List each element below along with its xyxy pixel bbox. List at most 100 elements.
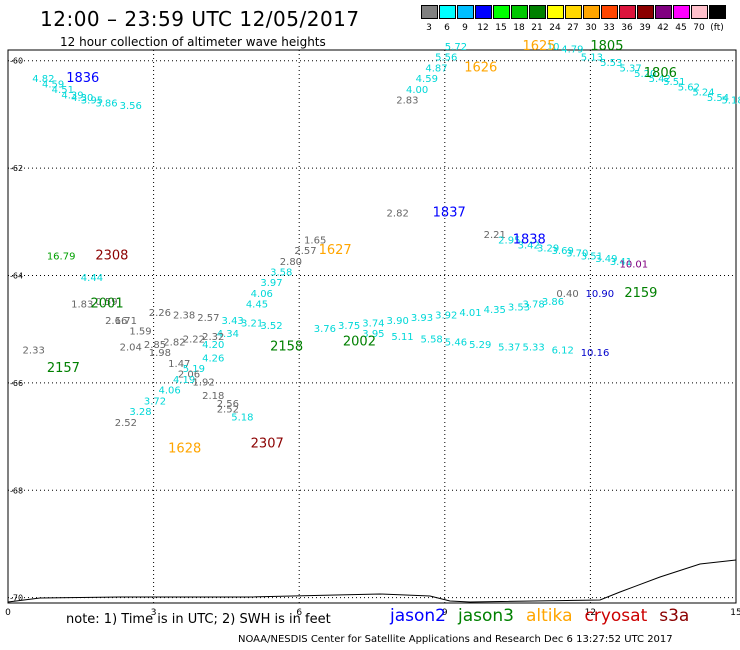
wave-height-value: 3.42 [518,241,540,252]
wave-height-value: 3.74 [362,319,384,330]
wave-height-value: 2.57 [294,246,316,257]
wave-height-value: 5.18 [231,412,253,423]
wave-height-value: 3.58 [270,267,292,278]
wave-height-value: 4.00 [406,85,428,96]
legend-label: 15 [495,23,507,33]
wave-height-value: 5.29 [469,340,491,351]
wave-height-value: 4.06 [251,289,273,300]
y-tick-label: -68 [10,486,23,495]
wave-height-value: 2.18 [202,391,224,402]
x-tick-label: 3 [151,608,157,618]
legend-label: (ft) [710,23,724,33]
wave-height-value: 5.54 [707,93,729,104]
wave-height-value: 4.06 [158,386,180,397]
legend-swatch [475,5,492,19]
wave-height-value: 2.95 [498,235,520,246]
wave-height-value: 2.21 [484,230,506,241]
wave-height-value: 2.32 [202,332,224,343]
x-tick-label: 0 [5,608,11,618]
wave-height-value: 5.18 [721,96,740,107]
x-tick-label: 15 [730,608,740,618]
satellite-key: jason2 jason3 altika cryosat s3a [390,606,701,626]
wave-height-value: 2.85 [144,340,166,351]
wave-height-value: 4.34 [217,329,239,340]
wave-height-value: 16.79 [47,251,76,262]
x-tick-label: 9 [442,608,448,618]
wave-height-value: 2.56 [217,399,239,410]
y-tick-label: -64 [10,271,23,280]
wave-height-value: 3.43 [222,316,244,327]
y-tick-label: -70 [10,594,23,603]
wave-height-value: 5.11 [391,332,413,343]
legend-label: 18 [513,23,525,33]
wave-height-value: 5.13 [581,53,603,64]
wave-height-value: 5.42 [649,74,671,85]
wave-height-value: 3.75 [338,321,360,332]
wave-height-value: 2.38 [173,310,195,321]
pass-time-label: 2158 [270,340,303,355]
legend-swatch [637,5,654,19]
wave-height-value: 4.44 [81,273,103,284]
wave-height-value: 3.78 [522,300,544,311]
legend-label: 30 [585,23,597,33]
wave-height-value: 2.22 [183,335,205,346]
units-note: note: 1) Time is in UTC; 2) SWH is in fe… [66,612,331,627]
pass-time-label: 2157 [47,361,80,376]
wave-height-value: 3.90 [387,316,409,327]
credit-footer: NOAA/NESDIS Center for Satellite Applica… [238,634,673,645]
legend-label: 27 [567,23,579,33]
wave-height-value: 1.59 [129,327,151,338]
wave-height-value: 3.69 [552,246,574,257]
legend-swatch [583,5,600,19]
y-tick-label: -62 [10,164,23,173]
legend-label: 45 [675,23,687,33]
wave-height-value: 5.56 [435,53,457,64]
wave-height-value: 10.16 [581,348,610,359]
x-tick-label: 6 [296,608,302,618]
legend-label: 42 [657,23,669,33]
wave-height-value: 5.20 [634,69,656,80]
wave-height-value: 1.92 [192,378,214,389]
wave-height-value: 2.06 [178,370,200,381]
wave-height-value: 3.72 [144,396,166,407]
legend-label: 33 [603,23,615,33]
wave-height-value: 5.72 [445,42,467,53]
wave-height-value: 5.62 [678,82,700,93]
wave-height-value: 2.52 [217,404,239,415]
wave-height-value: 3.51 [581,251,603,262]
map-frame [7,49,737,604]
pass-time-label: 2159 [624,286,657,301]
legend-label: 36 [621,23,633,33]
wave-height-value: 2.57 [197,313,219,324]
wave-height-value: 4.01 [459,308,481,319]
wave-height-value: 5.37 [620,63,642,74]
wave-height-value: 0.40 [556,289,578,300]
wave-height-value: 5.53 [600,58,622,69]
wave-height-value: 3.52 [260,321,282,332]
legend-swatch [529,5,546,19]
satellite-key-altika: altika [526,606,573,626]
wave-height-value: 4.59 [416,74,438,85]
page-subtitle: 12 hour collection of altimeter wave hei… [60,35,326,49]
legend-swatch [709,5,726,19]
pass-time-label: 2308 [95,248,128,263]
wave-height-value: 4.82 [32,74,54,85]
wave-height-value: 4.51 [52,85,74,96]
wave-height-value: 3.21 [241,319,263,330]
satellite-key-jason2: jason2 [390,606,446,626]
grid-lines [8,50,736,603]
wave-height-value: 3.53 [508,302,530,313]
wave-height-value: 4.45 [246,300,268,311]
axis-tick-labels: 0 3 6 9 12 15 -60 -62 -64 -66 -68 -70 [5,57,740,618]
wave-height-value: 5.33 [522,343,544,354]
pass-time-label: 1805 [590,39,623,54]
wave-height-value: 2.83 [396,96,418,107]
legend-swatch [457,5,474,19]
wave-height-value: 4.87 [425,63,447,74]
pass-time-label: 1627 [319,243,352,258]
legend-swatch [655,5,672,19]
legend-label: 21 [531,23,543,33]
wave-height-value: 3.93 [411,313,433,324]
wave-height-value: 5.58 [421,335,443,346]
